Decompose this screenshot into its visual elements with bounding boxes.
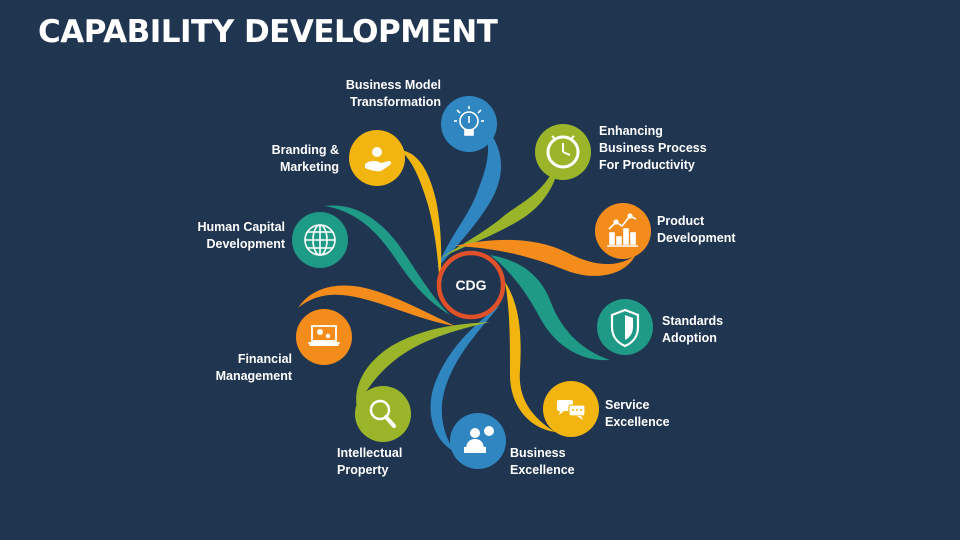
page-title: CAPABILITY DEVELOPMENT — [38, 14, 498, 50]
growth-chart-icon — [607, 213, 638, 247]
node-intellectual — [355, 386, 411, 442]
label-product: Product Development — [657, 214, 736, 245]
node-branding — [349, 130, 405, 186]
shield-icon — [610, 308, 640, 348]
label-service: Service Excellence — [605, 398, 670, 429]
label-business-excellence: Business Excellence — [510, 446, 575, 477]
hand-coin-icon — [365, 147, 392, 172]
laptop-gears-icon — [308, 325, 340, 346]
arm-service — [505, 282, 555, 432]
arm-enhancing — [440, 152, 560, 258]
node-business-excellence — [450, 413, 506, 469]
node-financial — [296, 309, 352, 365]
arm-human-capital — [325, 205, 450, 315]
node-standards — [597, 299, 653, 355]
lightbulb-icon — [454, 106, 484, 136]
label-human-capital: Human Capital Development — [197, 220, 285, 251]
node-product — [595, 203, 651, 259]
label-intellectual: Intellectual Property — [337, 446, 403, 477]
arm-business-excellence — [430, 305, 500, 452]
center-ring — [436, 250, 506, 320]
arm-intellectual — [356, 322, 490, 408]
label-financial: Financial Management — [215, 352, 292, 383]
node-business-model — [441, 96, 497, 152]
label-business-model: Business Model Transformation — [345, 78, 441, 109]
swirl-arms — [298, 122, 635, 452]
node-service — [543, 381, 599, 437]
arm-financial — [298, 285, 455, 326]
center-hub — [436, 250, 506, 320]
arm-standards — [490, 255, 610, 361]
node-human-capital — [292, 212, 348, 268]
center-label: CDG — [455, 277, 486, 293]
label-enhancing: Enhancing Business Process For Productiv… — [599, 124, 707, 172]
item-circles — [292, 96, 653, 469]
arm-product — [455, 239, 635, 276]
arm-business-model — [437, 122, 502, 268]
presenter-icon — [464, 426, 494, 453]
clock-icon — [546, 135, 580, 169]
chat-bubbles-icon — [557, 400, 586, 420]
globe-icon — [304, 224, 336, 256]
arm-branding — [400, 150, 442, 288]
node-enhancing — [535, 124, 591, 180]
magnifier-icon — [369, 399, 396, 428]
label-standards: Standards Adoption — [662, 314, 724, 345]
label-branding: Branding & Marketing — [271, 143, 339, 174]
